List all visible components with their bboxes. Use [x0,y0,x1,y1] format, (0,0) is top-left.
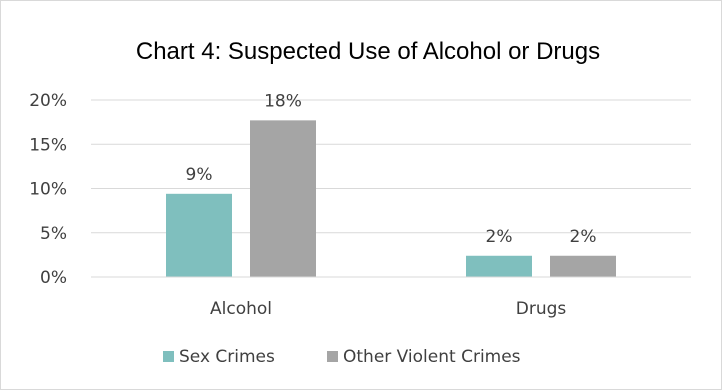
data-label: 9% [186,165,213,185]
y-axis: 0% 5% 10% 15% 20% [29,91,67,288]
data-label: 2% [570,227,597,247]
data-labels: 9% 18% 2% 2% [186,91,597,246]
legend: Sex Crimes Other Violent Crimes [163,347,521,367]
bar-alcohol-sex-crimes [166,193,232,277]
y-tick-label: 0% [40,268,67,288]
y-tick-label: 10% [29,180,67,200]
legend-label: Sex Crimes [179,347,275,367]
legend-swatch [327,351,338,362]
x-axis: Alcohol Drugs [91,276,691,319]
bars [166,120,616,277]
y-tick-label: 20% [29,91,67,111]
x-category-label: Alcohol [210,299,272,319]
legend-label: Other Violent Crimes [343,347,521,367]
bar-drugs-sex-crimes [466,255,532,277]
x-category-label: Drugs [516,299,567,319]
chart-title: Chart 4: Suspected Use of Alcohol or Dru… [136,38,600,65]
legend-swatch [163,351,174,362]
y-tick-label: 5% [40,224,67,244]
y-tick-label: 15% [29,135,67,155]
data-label: 2% [486,227,513,247]
data-label: 18% [264,91,302,111]
bar-drugs-other-violent-crimes [550,255,616,277]
bar-alcohol-other-violent-crimes [250,120,316,277]
